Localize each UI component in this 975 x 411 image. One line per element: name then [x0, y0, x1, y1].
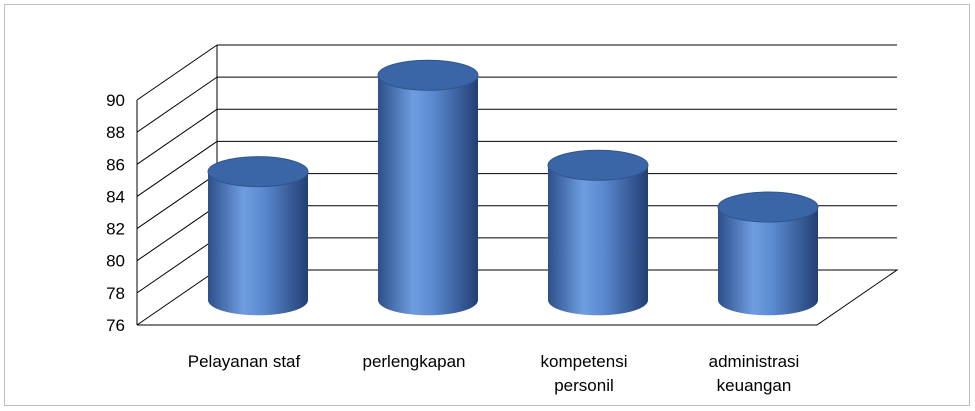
bar-body	[718, 207, 818, 316]
gridline-diagonal	[136, 108, 218, 165]
y-tick-label: 76	[106, 316, 125, 335]
y-tick-label: 84	[106, 187, 125, 206]
gridline-diagonal	[136, 76, 218, 133]
x-category-label: Pelayanan staf	[188, 352, 301, 371]
gridline-diagonal	[136, 141, 218, 197]
gridline-diagonal	[136, 173, 218, 229]
bar-cylinder	[377, 59, 479, 316]
bar-body	[208, 171, 308, 316]
y-tick-label: 82	[106, 220, 125, 239]
bar-body	[378, 75, 478, 316]
y-tick-label: 80	[106, 252, 125, 271]
x-category-label: perlengkapan	[362, 352, 465, 371]
bar-cylinder	[717, 191, 819, 316]
bar-top	[207, 156, 309, 188]
x-category-label: kompetensi personil	[541, 352, 628, 395]
gridline-diagonal	[136, 205, 218, 262]
y-tick-label: 88	[106, 123, 125, 142]
bar-cylinder	[547, 149, 649, 316]
y-tick-label: 86	[106, 155, 125, 174]
y-tick-label: 90	[106, 91, 125, 110]
x-category-label: administrasi keuangan	[709, 352, 800, 395]
gridline-diagonal	[136, 44, 218, 101]
bar-cylinder	[207, 156, 309, 316]
bar-top	[377, 59, 479, 91]
gridline-diagonal	[136, 237, 218, 294]
chart-plot: 76 78 80 82 84 86 88 90 Pelayanan staf perlengka…	[106, 44, 899, 395]
bar-body	[548, 165, 648, 316]
chart-floor	[136, 269, 899, 326]
bar-top	[717, 191, 819, 223]
chart-frame: 76 78 80 82 84 86 88 90 Pelayanan staf perlengka…	[4, 4, 970, 406]
y-tick-label: 78	[106, 284, 125, 303]
bar-top	[547, 149, 649, 181]
